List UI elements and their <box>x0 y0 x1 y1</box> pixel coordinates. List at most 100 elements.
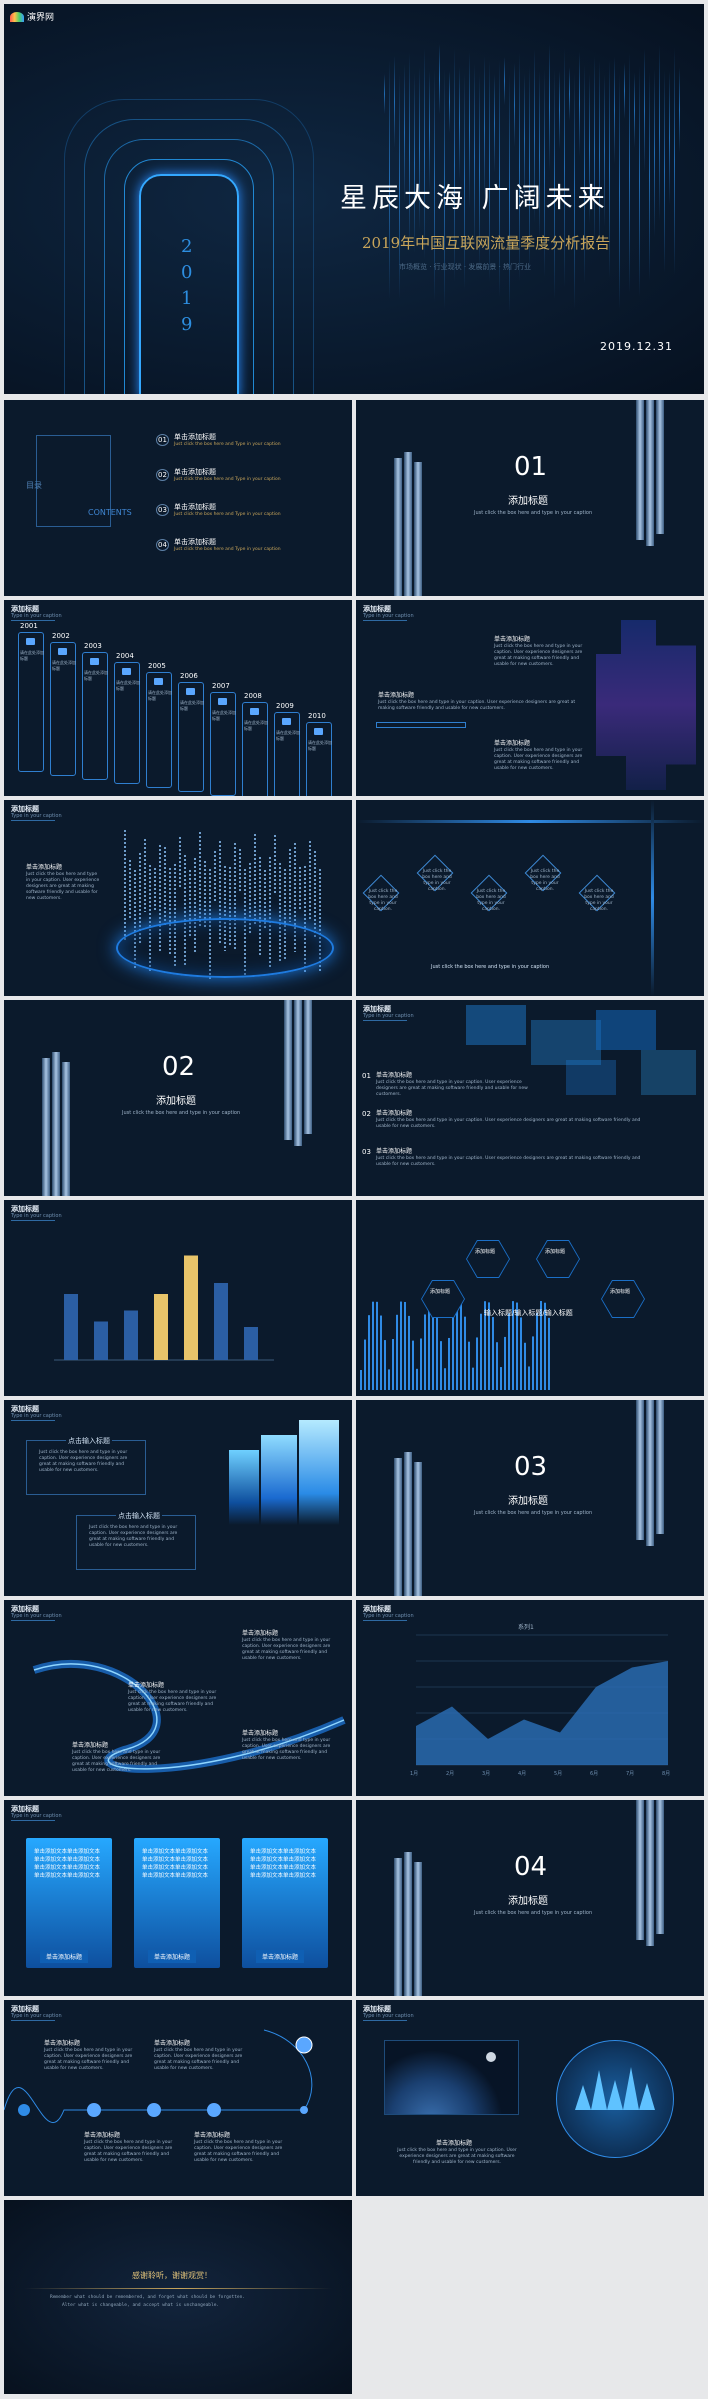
light-ray <box>519 52 520 281</box>
code-column <box>124 830 126 940</box>
light-ray <box>424 48 425 261</box>
timeline-year: 2001 <box>20 622 38 630</box>
card-button[interactable]: 单击添加标题 <box>148 1950 197 1963</box>
slide-section-02: 02 添加标题 Just click the box here and type… <box>4 1000 352 1196</box>
cover-subtitle: 2019年中国互联网流量季度分析报告 <box>362 234 611 252</box>
code-column <box>284 868 286 960</box>
slide-data-rain: 添加标题 Type in your caption 单击添加标题 Just cl… <box>4 800 352 996</box>
timeline-text: 请在此处添加标题 <box>52 660 76 671</box>
bar <box>64 1294 78 1360</box>
equalizer-bar <box>384 1340 386 1390</box>
slide-bar-chart: 添加标题 Type in your caption <box>4 1200 352 1396</box>
code-columns <box>124 830 324 979</box>
equalizer-bar <box>388 1369 390 1390</box>
code-column <box>219 841 221 945</box>
bar <box>244 1327 258 1360</box>
light-ray <box>389 60 390 299</box>
light-ray <box>464 72 465 289</box>
card-button[interactable]: 单击添加标题 <box>40 1950 89 1963</box>
timeline-icon <box>58 648 67 655</box>
light-ray <box>629 53 630 293</box>
code-column <box>314 851 316 937</box>
equalizer-bar <box>484 1301 486 1390</box>
light-ray <box>614 56 615 164</box>
center-label: 输入标题/输入标题/输入标题 <box>484 1309 573 1317</box>
equalizer-bar <box>516 1302 518 1390</box>
light-ray <box>674 47 675 275</box>
light-ray <box>569 66 570 121</box>
logo-icon <box>10 11 24 22</box>
timeline-column <box>146 672 172 788</box>
light-ray <box>679 67 680 153</box>
code-column <box>144 838 146 912</box>
timeline-year: 2010 <box>308 712 326 720</box>
timeline: 2001 请在此处添加标题 2002 请在此处添加标题 2003 请在此处添加标题 2004… <box>4 600 352 796</box>
light-road <box>32 1660 346 1773</box>
timeline-column <box>178 682 204 792</box>
light-ray <box>659 44 660 221</box>
bar <box>124 1310 138 1360</box>
code-column <box>279 862 281 963</box>
light-ray <box>554 69 555 300</box>
equalizer-bar <box>540 1301 542 1390</box>
timeline-icon <box>314 728 323 735</box>
brand-name: 演界网 <box>27 13 55 23</box>
ending-line2: Alter what is changeable, and accept wha… <box>62 2303 220 2308</box>
slide-bar-3d: 添加标题 Type in your caption 点击输入标题 Just cl… <box>4 1400 352 1596</box>
card-button[interactable]: 单击添加标题 <box>256 1950 305 1963</box>
bar <box>184 1255 198 1360</box>
spikes <box>575 2067 655 2110</box>
light-ray <box>409 52 410 253</box>
slide-node-path: 添加标题 Type in your caption 单击添加标题 Just cli… <box>4 2000 352 2196</box>
light-ray <box>574 72 575 309</box>
slide-section-03: 03 添加标题 Just click the box here and type… <box>356 1400 704 1596</box>
slide-hexagons: 添加标题 添加标题 添加标题 添加标题 输入标题/输入标题/输入标题 <box>356 1200 704 1396</box>
timeline-icon <box>122 668 131 675</box>
timeline-icon <box>218 698 227 705</box>
slide-cards: 添加标题 Type in your caption 单击添加文本单击添加文本单击… <box>4 1800 352 1996</box>
equalizer-bar <box>460 1302 462 1390</box>
slide-text-image: 添加标题 Type in your caption 单击添加标题 Just cl… <box>356 600 704 796</box>
code-column <box>269 856 271 967</box>
info-card: 单击添加文本单击添加文本单击添加文本单击添加文本单击添加文本单击添加文本单击添加… <box>26 1838 112 1968</box>
timeline-text: 请在此处添加标题 <box>276 730 300 741</box>
code-column <box>129 859 131 919</box>
equalizer-bar <box>464 1316 466 1390</box>
section-number: 03 <box>514 1452 548 1482</box>
code-column <box>199 832 201 928</box>
light-ray <box>454 48 455 283</box>
equalizer-bar <box>372 1301 374 1390</box>
code-column <box>174 863 176 968</box>
code-column <box>294 843 296 952</box>
equalizer-bar <box>428 1301 430 1390</box>
slide-section-04: 04 添加标题 Just click the box here and type… <box>356 1800 704 1996</box>
code-column <box>234 843 236 950</box>
light-ray <box>559 71 560 149</box>
timeline-text: 请在此处添加标题 <box>244 720 268 731</box>
light-ray <box>649 71 650 281</box>
equalizer-bar <box>412 1340 414 1390</box>
light-ray <box>639 66 640 297</box>
timeline-year: 2006 <box>180 672 198 680</box>
light-ray <box>489 60 490 283</box>
code-column <box>289 849 291 923</box>
equalizer-bar <box>448 1337 450 1390</box>
light-ray <box>459 66 460 179</box>
timeline-icon <box>26 638 35 645</box>
slide-road: 添加标题 Type in your caption 单击添加标题 Just cli… <box>4 1600 352 1796</box>
equalizer-bar <box>400 1301 402 1390</box>
equalizer-bar <box>476 1337 478 1390</box>
equalizer-bar <box>456 1301 458 1390</box>
code-column <box>194 858 196 954</box>
equalizer-bar <box>520 1317 522 1390</box>
info-card: 单击添加文本单击添加文本单击添加文本单击添加文本单击添加文本单击添加文本单击添加… <box>242 1838 328 1968</box>
toc-title: 目录 <box>26 481 42 490</box>
code-column <box>304 865 306 973</box>
area-chart: 1月 2月 3月 4月 5月 6月 7月 8月 <box>410 1634 670 1777</box>
equalizer-bar <box>380 1315 382 1390</box>
code-column <box>159 845 161 952</box>
section-number: 01 <box>514 452 548 482</box>
equalizer-bar <box>544 1302 546 1390</box>
light-ray <box>529 66 530 271</box>
